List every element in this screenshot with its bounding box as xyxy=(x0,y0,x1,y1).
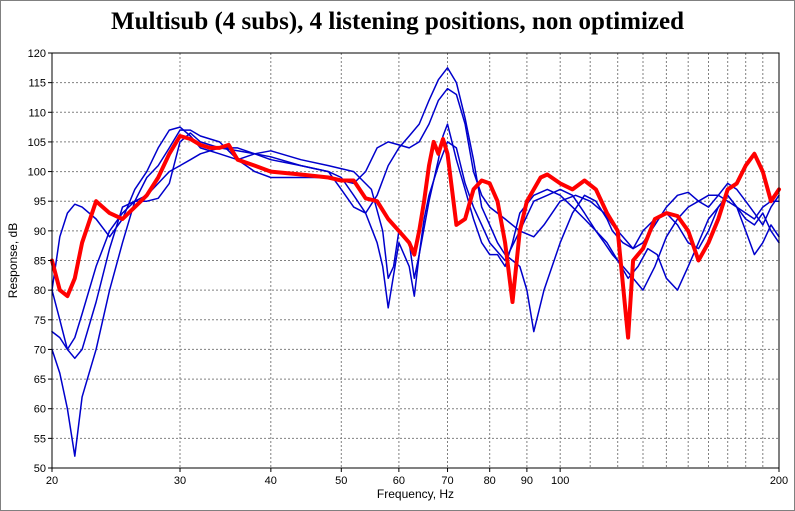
x-tick-label: 90 xyxy=(521,475,533,487)
y-tick-label: 110 xyxy=(28,107,46,119)
x-tick-label: 70 xyxy=(441,475,453,487)
y-tick-label: 105 xyxy=(28,137,46,149)
y-tick-label: 70 xyxy=(34,344,46,356)
y-tick-label: 60 xyxy=(34,404,46,416)
y-tick-label: 75 xyxy=(34,315,46,327)
series-line-position-3 xyxy=(51,87,780,457)
x-tick-label: 40 xyxy=(265,475,277,487)
y-tick-label: 95 xyxy=(34,196,46,208)
y-tick-label: 90 xyxy=(34,226,46,238)
y-tick-label: 120 xyxy=(28,48,46,60)
x-tick-label: 80 xyxy=(484,475,496,487)
x-tick-label: 20 xyxy=(46,475,58,487)
y-tick-label: 115 xyxy=(28,78,46,90)
y-tick-label: 55 xyxy=(34,433,46,445)
y-tick-label: 80 xyxy=(34,285,46,297)
y-axis-label: Response, dB xyxy=(6,223,20,298)
series-line-position-4 xyxy=(51,123,780,351)
x-tick-label: 200 xyxy=(770,475,788,487)
series-line-average xyxy=(50,134,781,340)
x-tick-label: 30 xyxy=(174,475,186,487)
y-tick-label: 85 xyxy=(34,256,46,268)
x-tick-label: 50 xyxy=(335,475,347,487)
x-tick-label: 100 xyxy=(551,475,569,487)
x-axis-label: Frequency, Hz xyxy=(377,487,454,501)
chart-title: Multisub (4 subs), 4 listening positions… xyxy=(110,8,685,35)
y-tick-label: 65 xyxy=(34,374,46,386)
series-line-position-2 xyxy=(51,67,780,360)
y-tick-label: 100 xyxy=(28,167,46,179)
y-tick-label: 50 xyxy=(34,463,46,475)
x-tick-label: 60 xyxy=(393,475,405,487)
